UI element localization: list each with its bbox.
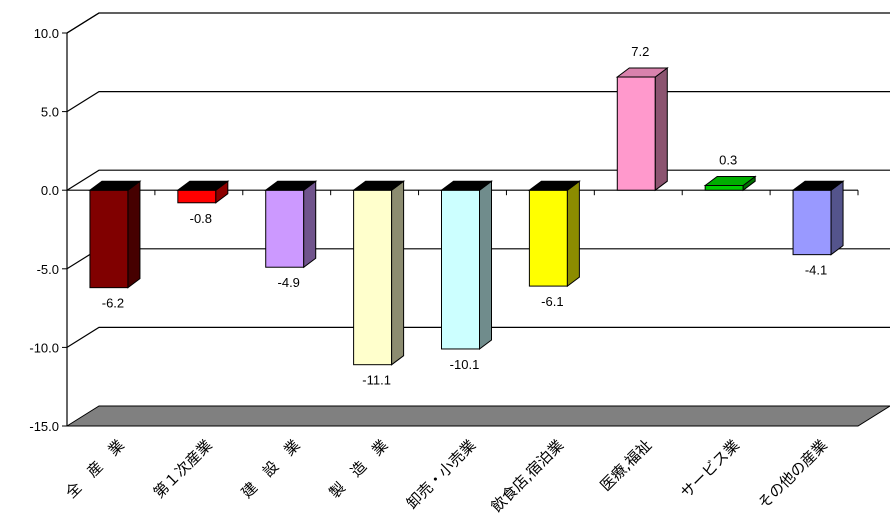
- bar-front: [177, 189, 217, 204]
- category-labels: 全 産 業第１次産業建 設 業製 造 業卸売・小売業 飲食店,宿泊業 医療,福祉 サー…: [62, 436, 831, 516]
- bar-front: [89, 189, 129, 289]
- bar-front: [792, 189, 832, 256]
- data-label: -4.9: [278, 275, 300, 290]
- data-label: -0.8: [190, 211, 212, 226]
- category-label: サービス業: [677, 436, 743, 502]
- bar-side: [303, 180, 317, 269]
- y-tick-label: 5.0: [41, 105, 59, 120]
- gridline: [66, 326, 890, 348]
- y-tick-label: 0.0: [41, 183, 59, 198]
- category-label: 医療,福祉: [597, 436, 656, 495]
- bar-side: [391, 180, 405, 366]
- data-label: -6.1: [541, 294, 563, 309]
- bar-front: [353, 189, 393, 366]
- bar-side: [566, 180, 580, 288]
- gridline: [66, 12, 890, 34]
- bar-top: [615, 67, 669, 78]
- bar-top: [176, 180, 230, 191]
- bar-top: [527, 180, 581, 191]
- category-label: 飲食店,宿泊業: [487, 436, 567, 516]
- chart-floor: [65, 405, 890, 427]
- bar-side: [830, 180, 844, 256]
- bar: [88, 180, 142, 289]
- category-label: 卸売・小売業: [403, 436, 479, 512]
- bar-side: [479, 180, 492, 350]
- bar: [615, 67, 669, 192]
- y-tick-label: -5.0: [37, 262, 59, 277]
- category-label: 建 設 業: [238, 436, 304, 502]
- data-label: -6.2: [102, 296, 124, 311]
- floor-plane: [65, 405, 890, 427]
- bar-front: [528, 189, 568, 287]
- category-label: 全 産 業: [62, 436, 128, 502]
- bar-front: [265, 189, 305, 268]
- bar-front: [616, 76, 656, 191]
- y-tick-label: -15.0: [29, 419, 59, 434]
- data-label: 0.3: [719, 152, 737, 167]
- data-label: 7.2: [631, 44, 649, 59]
- bar-top: [703, 175, 757, 186]
- data-label: -10.1: [450, 357, 480, 372]
- bar-front: [441, 189, 480, 350]
- category-label: その他の産業: [755, 436, 831, 512]
- bar: [264, 180, 318, 269]
- gridline: [66, 90, 890, 113]
- bar: [352, 180, 406, 366]
- data-label: -4.1: [805, 263, 827, 278]
- bar: [440, 180, 493, 350]
- bar-top: [791, 180, 845, 191]
- bar-side: [654, 67, 668, 192]
- bar: [703, 175, 757, 192]
- bar-side: [127, 180, 141, 289]
- bar-top: [440, 180, 493, 191]
- category-label: 製 造 業: [326, 436, 392, 502]
- category-label: 第１次産業: [150, 436, 216, 502]
- bar-top: [264, 180, 318, 191]
- bars: [88, 67, 845, 366]
- bar-top: [352, 180, 406, 191]
- bar: [791, 180, 845, 256]
- bar-top: [88, 180, 142, 191]
- y-tick-label: -10.0: [29, 340, 59, 355]
- bar-front: [704, 184, 744, 191]
- data-label: -11.1: [362, 373, 391, 388]
- bar: [527, 180, 581, 288]
- bar: [176, 180, 230, 204]
- data-labels: -6.2 -0.8 -4.9 -11.1 -10.1 -6.1 7.2 0.3 -4.1: [102, 44, 828, 388]
- y-tick-label: 10.0: [34, 26, 59, 41]
